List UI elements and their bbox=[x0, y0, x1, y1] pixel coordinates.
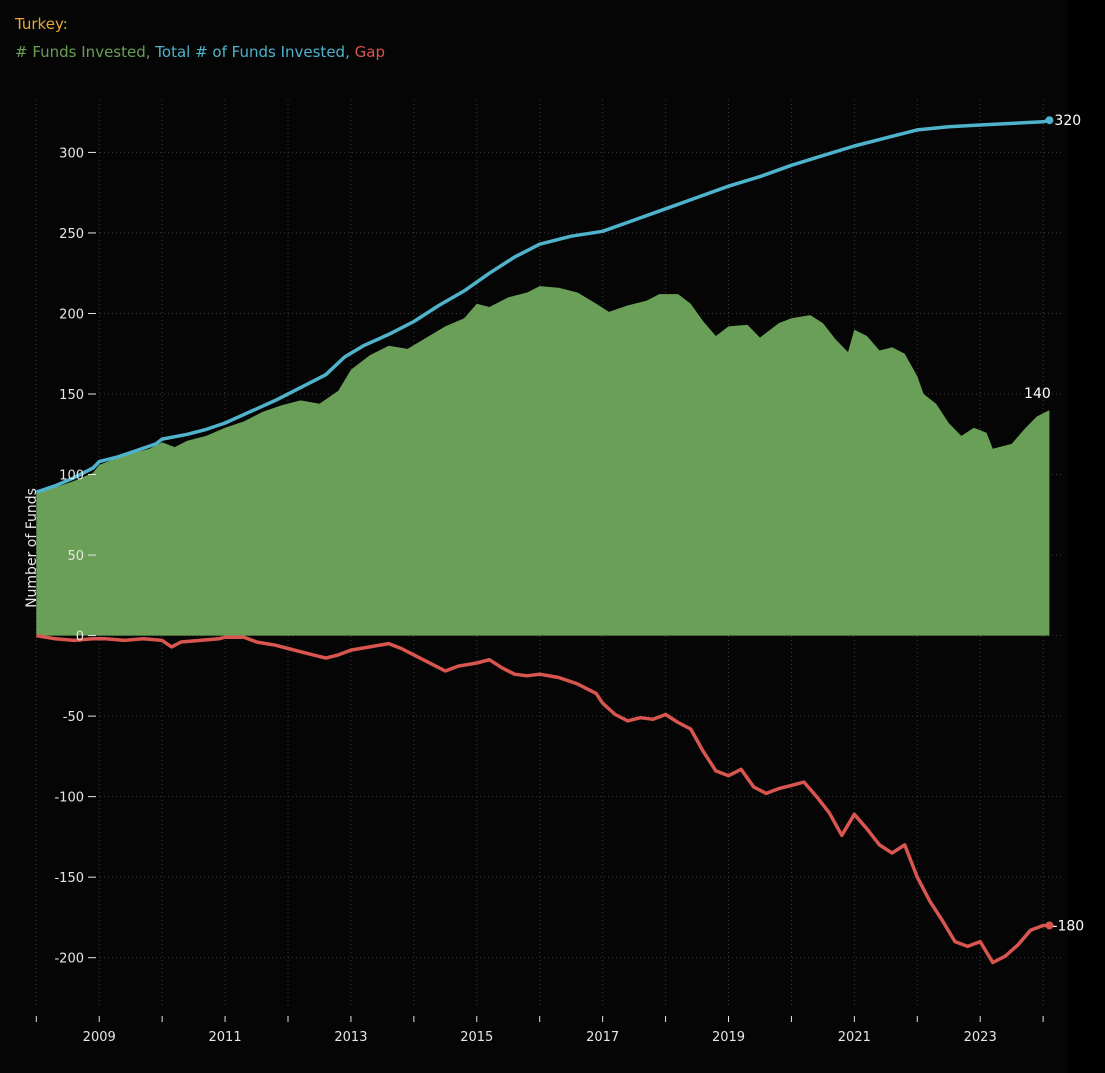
x-tick-label: 2019 bbox=[712, 1030, 745, 1045]
y-tick-label: 200 bbox=[59, 307, 84, 322]
x-tick-label: 2023 bbox=[964, 1030, 997, 1045]
x-tick-label: 2021 bbox=[838, 1030, 871, 1045]
y-tick-label: 0 bbox=[76, 630, 84, 645]
label-total-end: 320 bbox=[1054, 113, 1081, 129]
y-tick-label: 100 bbox=[59, 469, 84, 484]
x-tick-label: 2009 bbox=[83, 1030, 116, 1045]
label-gap-end: -180 bbox=[1052, 918, 1084, 934]
x-tick-label: 2013 bbox=[334, 1030, 367, 1045]
area-layer bbox=[36, 286, 1050, 636]
marker-gap-end bbox=[1045, 921, 1054, 930]
label-funds-end: 140 bbox=[1024, 386, 1051, 402]
line-layer: 320 -180 140 bbox=[35, 113, 1084, 965]
chart-title: Turkey: bbox=[15, 15, 68, 33]
y-tick-label: 50 bbox=[67, 549, 84, 564]
y-tick-label: 150 bbox=[59, 388, 84, 403]
axis-layer: 300 250 200 150 100 50 0 -50 -100 -150 -200 2009 201… bbox=[35, 146, 1044, 1045]
x-tick-label: 2017 bbox=[586, 1030, 619, 1045]
x-tick-label: 2015 bbox=[460, 1030, 493, 1045]
legend-gap: Gap bbox=[354, 43, 385, 61]
x-tick-label: 2011 bbox=[209, 1030, 242, 1045]
marker-total-end bbox=[1045, 116, 1054, 125]
y-tick-label: -150 bbox=[54, 871, 84, 886]
area-funds-invested bbox=[36, 286, 1050, 636]
y-tick-label: -200 bbox=[54, 952, 84, 967]
chart-legend: # Funds Invested, Total # of Funds Inves… bbox=[15, 43, 385, 61]
y-tick-label: -50 bbox=[63, 710, 84, 725]
legend-funds-invested: # Funds Invested bbox=[15, 43, 146, 61]
y-axis-label: Number of Funds bbox=[24, 488, 40, 608]
legend-separator: , bbox=[345, 43, 355, 61]
line-total-funds-invested bbox=[35, 118, 1050, 494]
line-gap bbox=[36, 633, 1050, 965]
y-tick-label: 300 bbox=[59, 146, 84, 161]
legend-total-funds-invested: Total # of Funds Invested bbox=[155, 43, 346, 61]
y-tick-label: 250 bbox=[59, 227, 84, 242]
legend-separator: , bbox=[145, 43, 156, 61]
y-tick-label: -100 bbox=[54, 791, 84, 806]
